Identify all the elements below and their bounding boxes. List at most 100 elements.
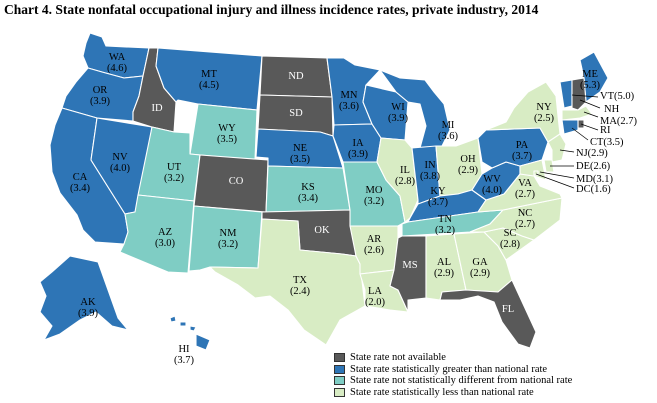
- state-label-ND: ND: [288, 71, 304, 82]
- state-label-MO: MO: [366, 185, 383, 196]
- state-rate-AZ: (3.0): [155, 238, 176, 249]
- state-label-WI: WI: [391, 102, 405, 113]
- state-CT[interactable]: [561, 119, 579, 135]
- state-label-OK: OK: [314, 225, 330, 236]
- legend-label: State rate not available: [350, 352, 446, 364]
- state-rate-IA: (3.9): [348, 149, 369, 160]
- state-AZ[interactable]: [119, 194, 195, 274]
- state-label-AR: AR: [367, 234, 382, 245]
- state-rate-VA: (2.7): [515, 189, 536, 200]
- state-label-DE: DE(2.6): [576, 161, 611, 172]
- state-rate-SC: (2.8): [500, 239, 521, 250]
- state-NJ[interactable]: [547, 133, 567, 163]
- state-rate-NC: (2.7): [515, 219, 536, 230]
- state-label-MN: MN: [341, 90, 358, 101]
- state-VT[interactable]: [559, 79, 573, 109]
- state-label-MT: MT: [201, 69, 217, 80]
- state-rate-GA: (2.9): [470, 268, 491, 279]
- state-label-CA: CA: [73, 172, 88, 183]
- state-rate-TX: (2.4): [290, 286, 311, 297]
- state-NH[interactable]: [571, 77, 587, 111]
- state-label-IL: IL: [400, 165, 410, 176]
- state-rate-LA: (2.0): [365, 297, 386, 308]
- state-rate-TN: (3.2): [435, 225, 456, 236]
- state-label-GA: GA: [472, 257, 488, 268]
- state-rate-WV: (4.0): [482, 185, 503, 196]
- state-IL[interactable]: [376, 137, 419, 223]
- state-label-LA: LA: [368, 286, 382, 297]
- state-MT[interactable]: [155, 47, 263, 111]
- state-rate-HI: (3.7): [174, 355, 195, 366]
- state-rate-ME: (5.3): [580, 80, 601, 91]
- state-rate-MO: (3.2): [364, 196, 385, 207]
- legend: State rate not available State rate stati…: [334, 352, 572, 398]
- state-label-SC: SC: [504, 228, 517, 239]
- state-rate-MI: (3.6): [438, 131, 459, 142]
- legend-item-not_different: State rate not statistically different f…: [334, 375, 572, 387]
- state-TX[interactable]: [209, 218, 366, 346]
- state-label-TN: TN: [438, 214, 452, 225]
- state-rate-UT: (3.2): [164, 173, 185, 184]
- state-label-IN: IN: [424, 160, 435, 171]
- state-label-NC: NC: [518, 208, 533, 219]
- state-rate-MN: (3.6): [339, 101, 360, 112]
- legend-label: State rate statistically less than natio…: [350, 386, 534, 398]
- state-label-NE: NE: [293, 143, 307, 154]
- state-label-WY: WY: [218, 123, 236, 134]
- chart-title: Chart 4. State nonfatal occupational inj…: [4, 2, 539, 17]
- state-label-WV: WV: [483, 174, 501, 185]
- state-label-AK: AK: [80, 297, 96, 308]
- state-rate-KY: (3.7): [428, 197, 449, 208]
- state-label-ME: ME: [582, 69, 598, 80]
- state-rate-WI: (3.9): [388, 113, 409, 124]
- state-rate-WY: (3.5): [217, 134, 238, 145]
- state-label-KS: KS: [301, 182, 315, 193]
- state-label-TX: TX: [293, 275, 307, 286]
- state-label-VT: VT(5.0): [600, 91, 635, 102]
- state-label-CT: CT(3.5): [590, 137, 624, 148]
- state-DE[interactable]: [543, 159, 555, 173]
- state-label-RI: RI: [600, 125, 611, 136]
- state-label-PA: PA: [516, 140, 529, 151]
- state-AK[interactable]: [39, 255, 129, 341]
- state-rate-WA: (4.6): [107, 63, 128, 74]
- state-rate-AK: (3.9): [78, 308, 99, 319]
- state-rate-NY: (2.5): [534, 113, 555, 124]
- state-rate-NV: (4.0): [110, 163, 131, 174]
- state-label-IA: IA: [352, 138, 363, 149]
- state-label-UT: UT: [167, 162, 182, 173]
- state-HI[interactable]: [169, 315, 211, 351]
- state-rate-OR: (3.9): [90, 96, 111, 107]
- state-label-VA: VA: [518, 178, 532, 189]
- state-label-MA: MA(2.7): [600, 116, 638, 127]
- state-rate-CA: (3.4): [70, 183, 91, 194]
- state-label-MS: MS: [402, 260, 417, 271]
- state-label-OR: OR: [93, 85, 108, 96]
- state-rate-IL: (2.8): [395, 176, 416, 187]
- state-FL[interactable]: [439, 279, 537, 349]
- state-label-OH: OH: [460, 154, 476, 165]
- state-rate-AR: (2.6): [364, 245, 385, 256]
- state-rate-IN: (3.8): [420, 171, 441, 182]
- state-rate-MT: (4.5): [199, 80, 220, 91]
- state-rate-KS: (3.4): [298, 193, 319, 204]
- legend-item-less: State rate statistically less than natio…: [334, 387, 572, 399]
- legend-label: State rate not statistically different f…: [350, 375, 573, 387]
- state-label-MD: MD(3.1): [576, 174, 614, 185]
- state-label-SD: SD: [289, 108, 303, 119]
- state-label-AZ: AZ: [158, 227, 172, 238]
- state-NY[interactable]: [485, 81, 561, 143]
- legend-swatch: [334, 364, 345, 374]
- state-label-WA: WA: [109, 52, 126, 63]
- state-label-FL: FL: [502, 304, 514, 315]
- state-label-CO: CO: [229, 176, 244, 187]
- state-label-NH: NH: [604, 104, 620, 115]
- state-label-NM: NM: [220, 228, 238, 239]
- state-label-HI: HI: [178, 344, 190, 355]
- state-rate-PA: (3.7): [512, 151, 533, 162]
- state-label-DC: DC(1.6): [576, 184, 611, 195]
- legend-swatch: [334, 376, 345, 386]
- legend-item-greater: State rate statistically greater than na…: [334, 364, 572, 376]
- state-labels: WA(4.6)OR(3.9)CA(3.4)NV(4.0)IDMT(4.5)WY(…: [70, 52, 638, 366]
